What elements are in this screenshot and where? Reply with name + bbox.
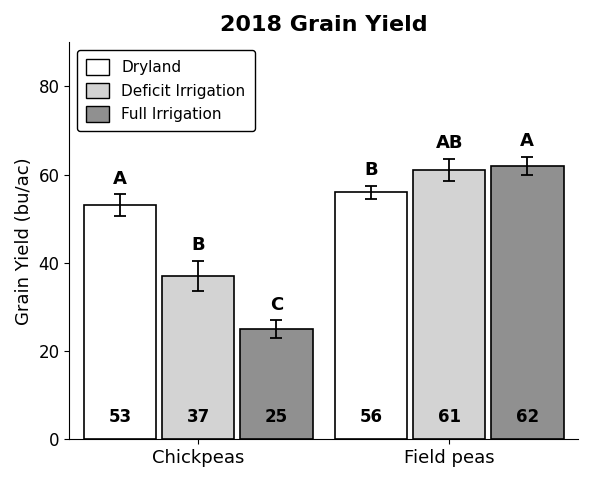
Text: A: A: [520, 132, 534, 150]
Text: B: B: [364, 161, 378, 179]
Text: 25: 25: [264, 408, 288, 426]
Bar: [335, 192, 407, 439]
Legend: Dryland, Deficit Irrigation, Full Irrigation: Dryland, Deficit Irrigation, Full Irriga…: [77, 50, 254, 131]
Bar: [491, 166, 563, 439]
Y-axis label: Grain Yield (bu/ac): Grain Yield (bu/ac): [15, 157, 33, 324]
Text: 61: 61: [438, 408, 461, 426]
Title: 2018 Grain Yield: 2018 Grain Yield: [220, 15, 428, 35]
Text: C: C: [270, 295, 283, 313]
Text: 62: 62: [516, 408, 539, 426]
Text: 53: 53: [109, 408, 132, 426]
Text: 56: 56: [359, 408, 382, 426]
Bar: [84, 205, 157, 439]
Bar: [240, 329, 313, 439]
Bar: [413, 170, 486, 439]
Text: B: B: [192, 236, 205, 254]
Text: AB: AB: [435, 134, 463, 152]
Bar: [162, 276, 234, 439]
Text: A: A: [113, 170, 127, 187]
Text: 37: 37: [187, 408, 210, 426]
